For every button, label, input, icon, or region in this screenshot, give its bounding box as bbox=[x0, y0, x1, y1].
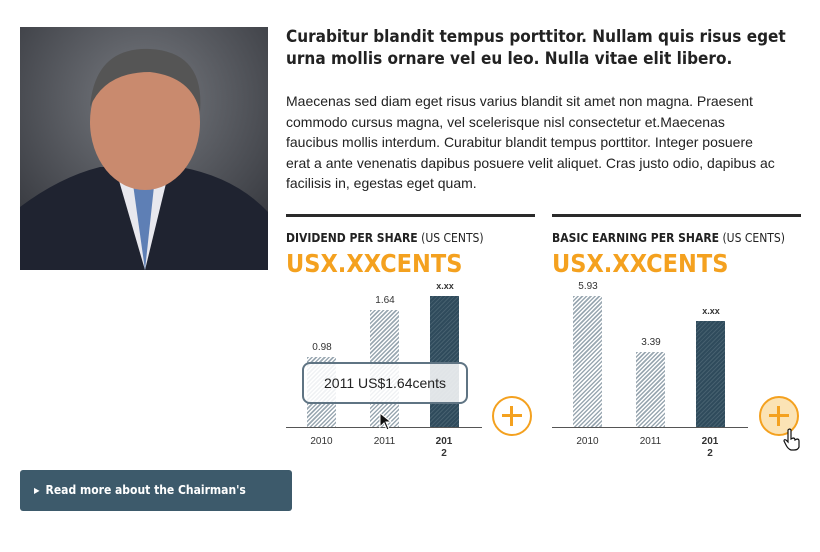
headline-value: USX.XXCENTS bbox=[552, 249, 729, 278]
expand-button[interactable] bbox=[492, 396, 532, 436]
value-label: 3.39 bbox=[641, 337, 661, 349]
unit: (US CENTS) bbox=[421, 231, 484, 245]
chart-panel: BASIC EARNING PER SHARE (US CENTS) USX.XX… bbox=[552, 214, 802, 474]
rule bbox=[286, 214, 535, 217]
x-label: 2011 bbox=[373, 436, 396, 447]
headline: Curabitur blandit tempus porttitor. Null… bbox=[286, 27, 786, 69]
value-label: x.xx bbox=[702, 306, 720, 317]
tooltip: 2011 US$1.64cents bbox=[302, 362, 468, 404]
title: DIVIDEND PER SHARE bbox=[286, 231, 418, 245]
headline-value: USX.XXCENTS bbox=[286, 249, 463, 278]
expand-button[interactable] bbox=[759, 396, 799, 436]
value-label: x.xx bbox=[436, 281, 454, 291]
bar bbox=[696, 321, 725, 427]
unit: (US CENTS) bbox=[722, 231, 785, 245]
title: BASIC EARNING PER SHARE bbox=[552, 231, 720, 245]
cursor bbox=[379, 412, 393, 431]
chart-title: DIVIDEND PER SHARE (US CENTS) bbox=[286, 231, 484, 245]
chart-panel: DIVIDEND PER SHARE (US CENTS) USX.XXCENTS… bbox=[286, 214, 536, 474]
x-label: 2012 bbox=[701, 436, 719, 459]
portrait bbox=[20, 27, 268, 270]
x-label: 2010 bbox=[576, 436, 599, 447]
x-label: 2011 bbox=[639, 436, 662, 447]
bar bbox=[573, 296, 602, 427]
rule bbox=[552, 214, 801, 217]
bar bbox=[636, 352, 665, 427]
bar bbox=[430, 296, 459, 427]
baseline bbox=[286, 427, 482, 428]
hand-cursor bbox=[783, 428, 800, 451]
button-label: Read more about the Chairman's Statement bbox=[20, 483, 246, 538]
value-label: 0.98 bbox=[312, 341, 332, 353]
x-label: 2012 bbox=[435, 436, 453, 459]
body-text: Maecenas sed diam eget risus varius blan… bbox=[286, 93, 775, 191]
value-label: 1.64 bbox=[375, 294, 395, 306]
value-label: 5.93 bbox=[578, 281, 598, 292]
read-more-button[interactable]: ▶ Read more about the Chairman's Statemen… bbox=[20, 470, 292, 538]
x-label: 2010 bbox=[310, 436, 333, 447]
chart-title: BASIC EARNING PER SHARE (US CENTS) bbox=[552, 231, 785, 245]
baseline bbox=[552, 427, 748, 428]
